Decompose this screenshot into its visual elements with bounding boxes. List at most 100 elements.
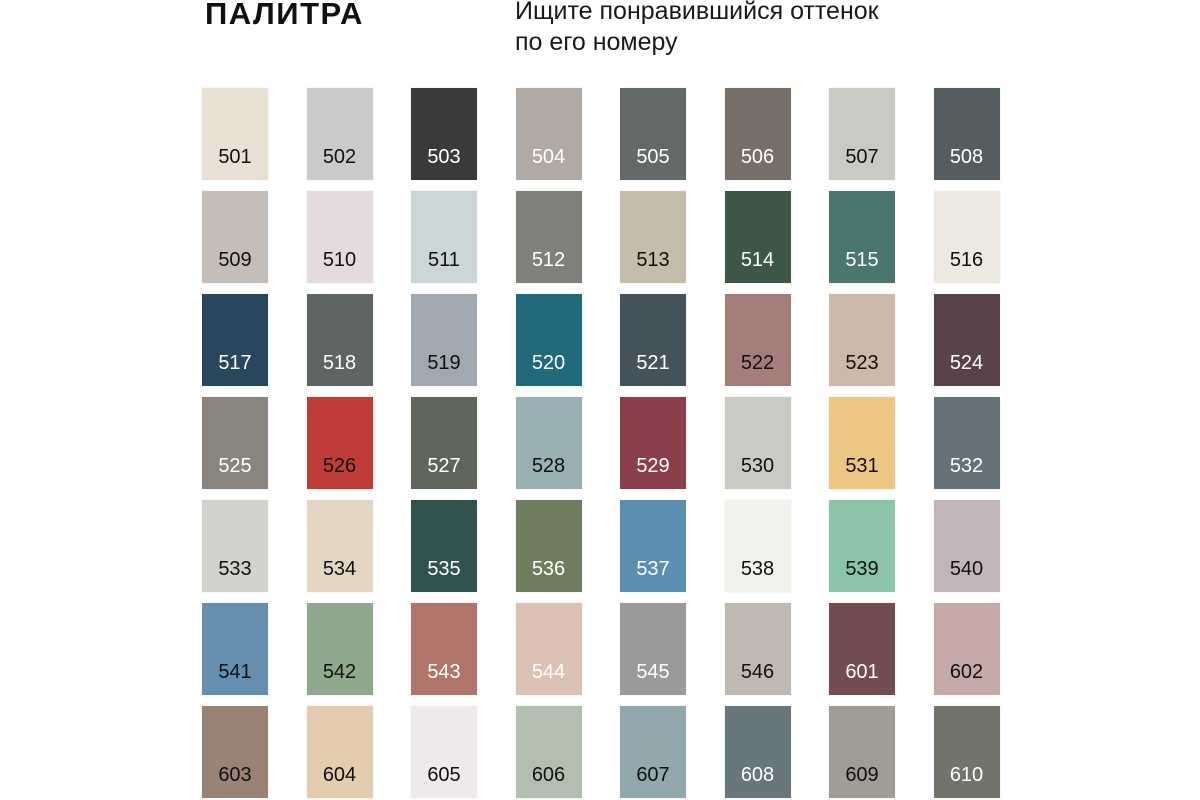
color-swatch-545[interactable]: 545 <box>620 603 686 695</box>
swatch-number: 532 <box>949 455 984 477</box>
subtitle-line-2: по его номеру <box>515 28 678 56</box>
swatch-number: 607 <box>636 764 670 786</box>
color-swatch-509[interactable]: 509 <box>202 191 268 283</box>
color-swatch-605[interactable]: 605 <box>411 706 477 798</box>
color-swatch-541[interactable]: 541 <box>202 603 268 695</box>
color-swatch-511[interactable]: 511 <box>411 191 477 283</box>
color-swatch-529[interactable]: 529 <box>620 397 686 489</box>
color-swatch-515[interactable]: 515 <box>829 191 895 283</box>
color-swatch-526[interactable]: 526 <box>306 397 373 489</box>
color-swatch-543[interactable]: 543 <box>411 603 477 695</box>
color-swatch-608[interactable]: 608 <box>724 706 791 798</box>
color-swatch-523[interactable]: 523 <box>829 294 895 386</box>
swatch-number: 508 <box>949 146 984 168</box>
swatch-number: 606 <box>531 764 566 786</box>
color-swatch-601[interactable]: 601 <box>829 603 895 695</box>
swatch-number: 545 <box>636 661 670 683</box>
swatch-number: 533 <box>218 558 252 580</box>
swatch-number: 530 <box>740 455 775 477</box>
color-swatch-603[interactable]: 603 <box>202 706 268 798</box>
swatch-number: 519 <box>427 352 461 374</box>
swatch-number: 510 <box>322 249 357 271</box>
color-swatch-530[interactable]: 530 <box>724 397 791 489</box>
color-swatch-508[interactable]: 508 <box>933 88 1000 180</box>
color-swatch-609[interactable]: 609 <box>829 706 895 798</box>
color-swatch-540[interactable]: 540 <box>933 500 1000 592</box>
swatch-number: 535 <box>427 558 461 580</box>
swatch-number: 603 <box>218 764 252 786</box>
color-swatch-537[interactable]: 537 <box>620 500 686 592</box>
color-swatch-539[interactable]: 539 <box>829 500 895 592</box>
color-swatch-510[interactable]: 510 <box>306 191 373 283</box>
swatch-number: 541 <box>218 661 252 683</box>
color-swatch-604[interactable]: 604 <box>306 706 373 798</box>
color-swatch-542[interactable]: 542 <box>306 603 373 695</box>
swatch-number: 511 <box>428 249 460 271</box>
swatch-number: 546 <box>740 661 775 683</box>
swatch-number: 502 <box>322 146 357 168</box>
swatch-number: 520 <box>531 352 566 374</box>
color-swatch-505[interactable]: 505 <box>620 88 686 180</box>
color-swatch-606[interactable]: 606 <box>515 706 582 798</box>
color-swatch-502[interactable]: 502 <box>306 88 373 180</box>
color-swatch-610[interactable]: 610 <box>933 706 1000 798</box>
swatch-number: 517 <box>218 352 252 374</box>
swatch-number: 529 <box>636 455 670 477</box>
swatch-number: 531 <box>845 455 879 477</box>
swatch-number: 610 <box>949 764 984 786</box>
swatch-number: 524 <box>949 352 984 374</box>
color-swatch-501[interactable]: 501 <box>202 88 268 180</box>
swatch-number: 518 <box>322 352 357 374</box>
swatch-number: 527 <box>427 455 461 477</box>
swatch-number: 608 <box>740 764 775 786</box>
swatch-number: 543 <box>427 661 461 683</box>
swatch-number: 509 <box>218 249 252 271</box>
swatch-number: 544 <box>531 661 566 683</box>
color-swatch-513[interactable]: 513 <box>620 191 686 283</box>
color-swatch-544[interactable]: 544 <box>515 603 582 695</box>
color-swatch-506[interactable]: 506 <box>724 88 791 180</box>
color-swatch-536[interactable]: 536 <box>515 500 582 592</box>
color-swatch-514[interactable]: 514 <box>724 191 791 283</box>
color-swatch-525[interactable]: 525 <box>202 397 268 489</box>
color-swatch-533[interactable]: 533 <box>202 500 268 592</box>
swatch-number: 539 <box>845 558 879 580</box>
swatch-number: 506 <box>740 146 775 168</box>
swatch-number: 507 <box>845 146 879 168</box>
color-swatch-546[interactable]: 546 <box>724 603 791 695</box>
swatch-number: 513 <box>636 249 670 271</box>
color-swatch-522[interactable]: 522 <box>724 294 791 386</box>
swatch-number: 515 <box>845 249 879 271</box>
swatch-number: 536 <box>531 558 566 580</box>
swatch-number: 537 <box>636 558 670 580</box>
color-swatch-518[interactable]: 518 <box>306 294 373 386</box>
color-swatch-531[interactable]: 531 <box>829 397 895 489</box>
swatch-number: 521 <box>636 352 670 374</box>
color-swatch-517[interactable]: 517 <box>202 294 268 386</box>
color-swatch-538[interactable]: 538 <box>724 500 791 592</box>
swatch-number: 534 <box>322 558 357 580</box>
color-swatch-521[interactable]: 521 <box>620 294 686 386</box>
page-title: ПАЛИТРА <box>205 0 364 31</box>
swatch-number: 514 <box>740 249 775 271</box>
color-swatch-527[interactable]: 527 <box>411 397 477 489</box>
page-subtitle: Ищите понравившийся оттенок по его номер… <box>515 0 879 58</box>
color-swatch-532[interactable]: 532 <box>933 397 1000 489</box>
swatch-number: 503 <box>427 146 461 168</box>
swatch-number: 605 <box>427 764 461 786</box>
color-swatch-602[interactable]: 602 <box>933 603 1000 695</box>
swatch-number: 538 <box>740 558 775 580</box>
color-swatch-516[interactable]: 516 <box>933 191 1000 283</box>
color-swatch-520[interactable]: 520 <box>515 294 582 386</box>
color-swatch-534[interactable]: 534 <box>306 500 373 592</box>
color-swatch-512[interactable]: 512 <box>515 191 582 283</box>
color-swatch-504[interactable]: 504 <box>515 88 582 180</box>
color-swatch-524[interactable]: 524 <box>933 294 1000 386</box>
color-swatch-507[interactable]: 507 <box>829 88 895 180</box>
color-swatch-528[interactable]: 528 <box>515 397 582 489</box>
color-swatch-519[interactable]: 519 <box>411 294 477 386</box>
subtitle-line-1: Ищите понравившийся оттенок <box>515 0 879 25</box>
color-swatch-503[interactable]: 503 <box>411 88 477 180</box>
color-swatch-607[interactable]: 607 <box>620 706 686 798</box>
color-swatch-535[interactable]: 535 <box>411 500 477 592</box>
